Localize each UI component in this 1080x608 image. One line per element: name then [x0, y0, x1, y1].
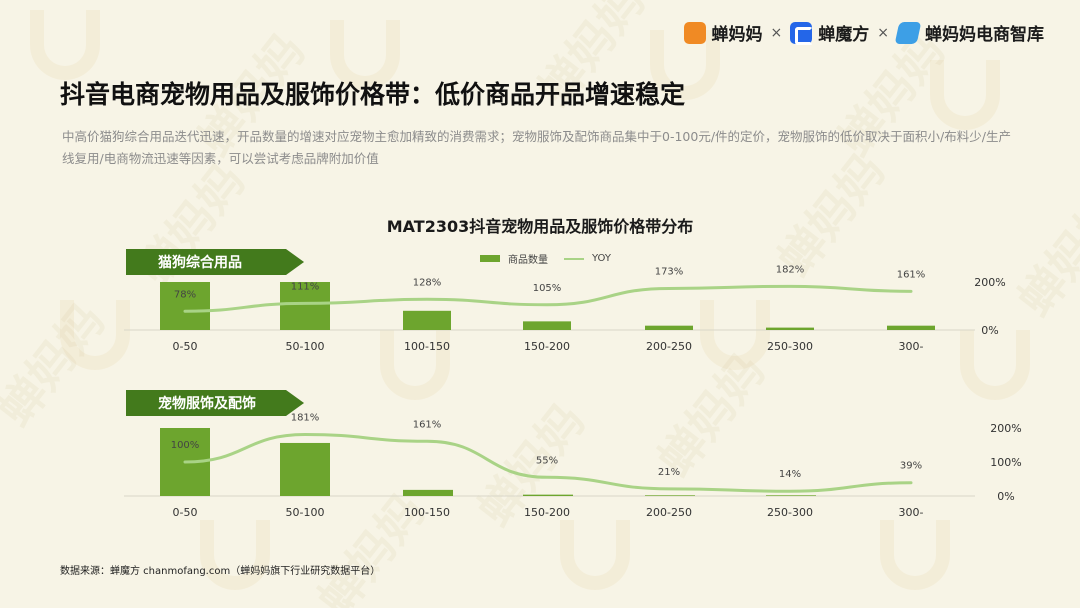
bar-mark: [523, 321, 571, 330]
page-subtitle: 中高价猫狗综合用品迭代迅速，开品数量的增速对应宠物主愈加精致的消费需求；宠物服饰…: [62, 129, 1011, 166]
bar-mark: [766, 495, 816, 496]
y2-tick-label: 0%: [997, 490, 1014, 503]
yoy-label: 161%: [897, 269, 926, 280]
bar-mark: [280, 282, 330, 330]
brand-logo-bar: 蝉妈妈 × 蝉魔方 × 蝉妈妈电商智库: [683, 20, 1044, 45]
category-tick-label: 0-50: [173, 506, 198, 519]
y2-tick-label: 0%: [981, 324, 998, 337]
bar-mark: [645, 495, 695, 496]
yoy-label: 39%: [900, 461, 922, 472]
brand-separator: ×: [770, 24, 783, 41]
category-tick-label: 300-: [899, 506, 924, 519]
yoy-label: 78%: [174, 289, 196, 300]
y2-tick-label: 200%: [974, 276, 1005, 289]
chanmofang-logo-icon: [790, 21, 814, 45]
yoy-label: 105%: [533, 283, 562, 294]
yoy-label: 182%: [776, 264, 805, 275]
chanmama-logo-icon: [683, 21, 706, 44]
category-tick-label: 200-250: [646, 506, 692, 519]
section-tag-pet-apparel: 宠物服饰及配饰: [126, 390, 304, 416]
yoy-label: 21%: [658, 467, 680, 478]
chart-legend: 商品数量 YOY: [480, 251, 611, 266]
yoy-label: 173%: [655, 266, 684, 277]
y2-tick-label: 200%: [990, 422, 1021, 435]
data-source: 数据来源：蝉魔方 chanmofang.com（蝉妈妈旗下行业研究数据平台）: [60, 566, 381, 577]
legend-bar-label: 商品数量: [508, 255, 548, 266]
brand-chanmofang: 蝉魔方: [818, 25, 870, 45]
category-tick-label: 300-: [899, 340, 924, 353]
category-tick-label: 250-300: [767, 506, 813, 519]
bar-mark: [887, 325, 935, 330]
category-tick-label: 50-100: [286, 506, 325, 519]
yoy-label: 128%: [413, 277, 442, 288]
category-tick-label: 100-150: [404, 340, 450, 353]
category-tick-label: 50-100: [286, 340, 325, 353]
yoy-label: 161%: [413, 419, 442, 430]
brand-separator: ×: [877, 24, 889, 41]
chart-title: MAT2303抖音宠物用品及服饰价格带分布: [386, 217, 694, 236]
yoy-line: [183, 284, 913, 313]
category-tick-label: 150-200: [524, 340, 570, 353]
legend-line-label: YOY: [592, 253, 611, 264]
category-tick-label: 150-200: [524, 506, 570, 519]
brand-think-tank: 蝉妈妈电商智库: [925, 25, 1044, 45]
category-tick-label: 0-50: [173, 340, 198, 353]
section-tag-pet-supplies: 猫狗综合用品: [126, 249, 304, 275]
legend-bar-swatch: [480, 255, 500, 262]
category-tick-label: 100-150: [404, 506, 450, 519]
yoy-label: 111%: [291, 281, 320, 292]
category-tick-label: 200-250: [646, 340, 692, 353]
yoy-label: 100%: [171, 440, 200, 451]
yoy-label: 14%: [779, 469, 801, 480]
bar-mark: [523, 494, 573, 496]
legend-line-swatch: [564, 257, 584, 260]
y2-tick-label: 100%: [990, 456, 1021, 469]
page-title: 抖音电商宠物用品及服饰价格带：低价商品开品增速稳定: [60, 80, 686, 109]
bar-mark: [160, 282, 210, 330]
yoy-line: [183, 432, 913, 493]
yoy-label: 55%: [536, 455, 558, 466]
bar-mark: [403, 489, 453, 496]
category-tick-label: 250-300: [767, 340, 813, 353]
bar-mark: [280, 442, 330, 496]
bar-mark: [645, 325, 693, 330]
brand-chanmama: 蝉妈妈: [711, 25, 763, 45]
bar-mark: [403, 310, 451, 330]
yoy-label: 181%: [291, 412, 320, 423]
bar-mark: [766, 327, 814, 330]
